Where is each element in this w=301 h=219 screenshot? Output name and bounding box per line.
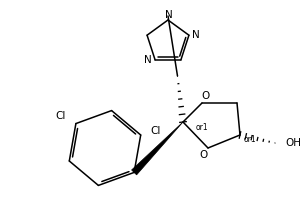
Text: N: N [144,55,152,65]
Text: N: N [192,30,200,40]
Text: N: N [165,10,173,20]
Text: Cl: Cl [151,126,161,136]
Text: Cl: Cl [55,111,66,121]
Text: OH: OH [285,138,301,148]
Text: O: O [201,91,209,101]
Text: or1: or1 [196,122,209,131]
Text: O: O [200,150,208,160]
Text: or1: or1 [244,134,257,143]
Polygon shape [132,122,183,175]
